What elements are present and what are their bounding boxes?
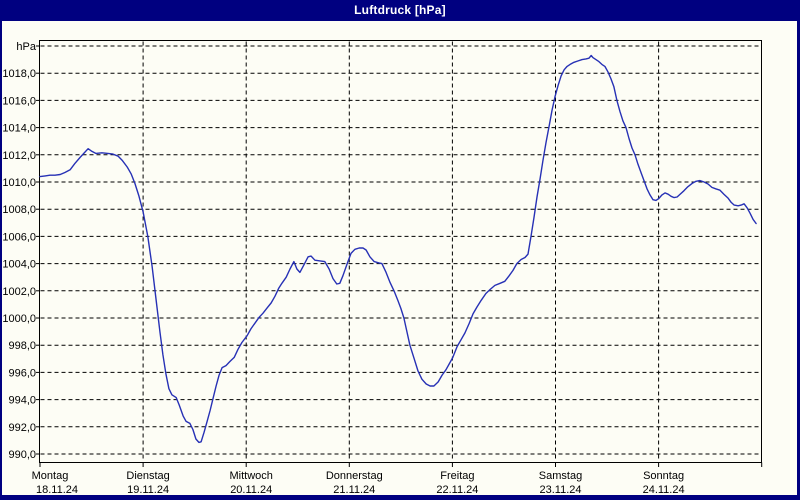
y-axis-label: 994,0: [8, 395, 36, 407]
day-name-label: Mittwoch: [229, 470, 272, 482]
day-date-label: 21.11.24: [333, 484, 375, 496]
y-axis-label: 1000,0: [2, 313, 36, 325]
day-date-label: 20.11.24: [230, 484, 272, 496]
day-date-label: 22.11.24: [436, 484, 478, 496]
y-axis-label: 996,0: [8, 367, 36, 379]
y-axis-label: 1004,0: [2, 259, 36, 271]
y-axis-label: 992,0: [8, 422, 36, 434]
window-border-bottom: [0, 495, 800, 500]
y-axis-label: 1006,0: [2, 231, 36, 243]
window-border-left: [0, 0, 2, 500]
day-name-label: Samstag: [539, 470, 582, 482]
window-titlebar: Luftdruck [hPa]: [0, 0, 800, 21]
window-title: Luftdruck [hPa]: [354, 3, 446, 17]
pressure-line: [39, 54, 757, 444]
y-axis-label: 1018,0: [2, 68, 36, 80]
day-name-label: Dienstag: [126, 470, 169, 482]
y-axis-label: 1008,0: [2, 204, 36, 216]
y-axis-label: 1010,0: [2, 177, 36, 189]
day-name-label: Sonntag: [643, 470, 684, 482]
window-border-right: [797, 0, 800, 500]
day-name-label: Freitag: [440, 470, 474, 482]
plot-border: [39, 40, 762, 463]
day-name-label: Donnerstag: [326, 470, 383, 482]
day-date-label: 19.11.24: [127, 484, 169, 496]
y-axis-label: 1016,0: [2, 95, 36, 107]
day-date-label: 24.11.24: [643, 484, 685, 496]
y-axis-label: 990,0: [8, 449, 36, 461]
y-axis-label: 1014,0: [2, 123, 36, 135]
y-axis-label: 1012,0: [2, 150, 36, 162]
y-axis-label: 1002,0: [2, 286, 36, 298]
y-axis-unit-label: hPa: [16, 41, 36, 53]
day-date-label: 18.11.24: [36, 484, 78, 496]
day-name-label: Montag: [32, 470, 69, 482]
day-date-label: 23.11.24: [539, 484, 581, 496]
y-axis-label: 998,0: [8, 340, 36, 352]
